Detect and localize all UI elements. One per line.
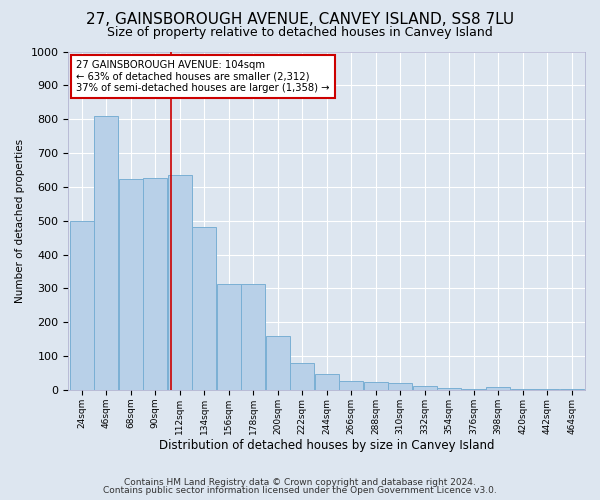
Bar <box>364 382 388 390</box>
Bar <box>143 178 167 390</box>
Bar <box>168 175 191 390</box>
Bar <box>119 180 143 390</box>
Bar <box>315 374 338 390</box>
Bar <box>192 228 216 390</box>
Y-axis label: Number of detached properties: Number of detached properties <box>15 138 25 303</box>
Bar <box>388 383 412 390</box>
Bar <box>266 336 290 390</box>
Bar <box>290 363 314 390</box>
Bar <box>339 382 363 390</box>
Bar <box>437 388 461 390</box>
Text: Size of property relative to detached houses in Canvey Island: Size of property relative to detached ho… <box>107 26 493 39</box>
Text: 27 GAINSBOROUGH AVENUE: 104sqm
← 63% of detached houses are smaller (2,312)
37% : 27 GAINSBOROUGH AVENUE: 104sqm ← 63% of … <box>76 60 329 93</box>
Bar <box>413 386 437 390</box>
Bar <box>241 284 265 390</box>
Bar <box>94 116 118 390</box>
Text: 27, GAINSBOROUGH AVENUE, CANVEY ISLAND, SS8 7LU: 27, GAINSBOROUGH AVENUE, CANVEY ISLAND, … <box>86 12 514 28</box>
X-axis label: Distribution of detached houses by size in Canvey Island: Distribution of detached houses by size … <box>159 440 494 452</box>
Bar <box>217 284 241 390</box>
Bar <box>486 386 510 390</box>
Text: Contains public sector information licensed under the Open Government Licence v3: Contains public sector information licen… <box>103 486 497 495</box>
Bar <box>70 220 94 390</box>
Text: Contains HM Land Registry data © Crown copyright and database right 2024.: Contains HM Land Registry data © Crown c… <box>124 478 476 487</box>
